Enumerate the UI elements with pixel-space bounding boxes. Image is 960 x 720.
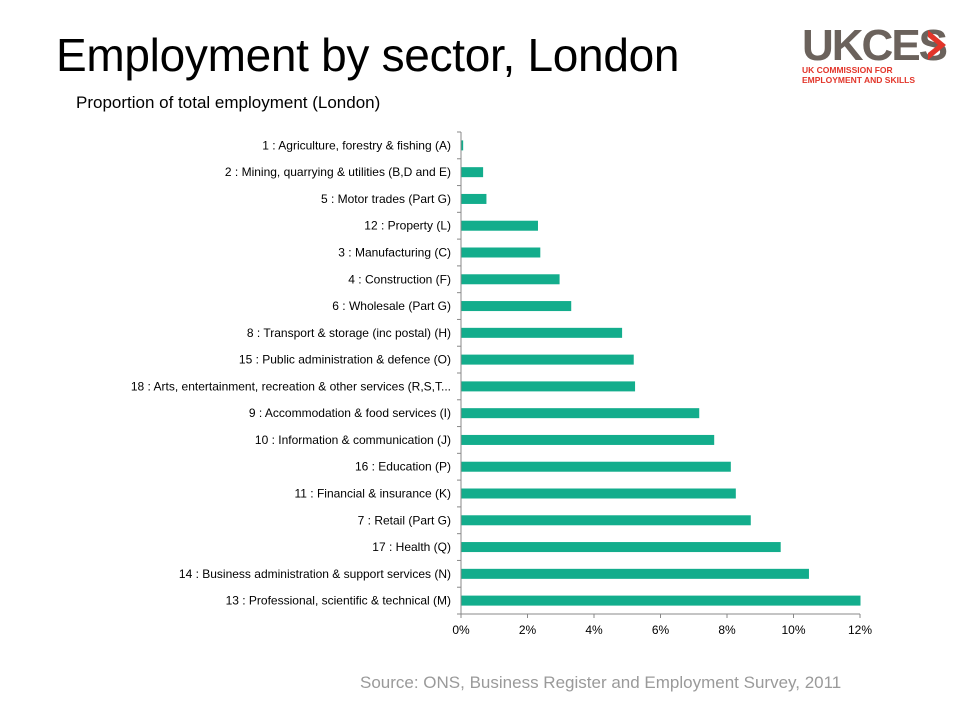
bar [461,140,464,151]
category-label: 2 : Mining, quarrying & utilities (B,D a… [225,165,451,179]
bar [461,515,751,526]
category-label: 9 : Accommodation & food services (I) [249,406,451,420]
bar [461,167,484,178]
bar-chart: 0% 2% 4% 6% 8% 10% 12% 1 : Agriculture, forestr… [131,131,872,637]
category-label: 13 : Professional, scientific & technica… [226,594,451,608]
category-label: 7 : Retail (Part G) [358,513,451,527]
ukces-logo: UKCES UK COMMISSION FOR EMPLOYMENT AND S… [800,20,950,90]
logo-tagline-line1: UK COMMISSION FOR [802,65,893,75]
category-label: 14 : Business administration & support s… [179,567,451,581]
bar [461,461,731,472]
bar [461,408,700,419]
bar [461,434,715,445]
x-tick-label: 6% [652,623,670,637]
x-tick-label: 4% [585,623,603,637]
category-label: 6 : Wholesale (Part G) [332,299,451,313]
category-label: 11 : Financial & insurance (K) [294,487,451,501]
category-label: 1 : Agriculture, forestry & fishing (A) [262,138,451,152]
x-tick-label: 12% [848,623,872,637]
slide-title: Employment by sector, London [56,29,680,81]
bar [461,568,809,579]
bar [461,301,572,312]
category-label: 5 : Motor trades (Part G) [321,192,451,206]
bar [461,274,560,285]
category-label: 18 : Arts, entertainment, recreation & o… [131,379,451,393]
category-label: 16 : Education (P) [355,460,451,474]
x-tick-label: 0% [452,623,470,637]
bar [461,595,861,606]
bar [461,354,634,365]
bar [461,327,623,338]
logo-wordmark: UKCES [802,21,947,70]
category-label: 8 : Transport & storage (inc postal) (H) [247,326,451,340]
chevron-right-icon [928,30,946,60]
ukces-logo-mark: UKCES UK COMMISSION FOR EMPLOYMENT AND S… [802,21,949,85]
bar [461,247,541,258]
category-label: 4 : Construction (F) [348,272,451,286]
x-tick-label: 10% [781,623,805,637]
category-label: 12 : Property (L) [364,219,451,233]
x-tick-label: 8% [718,623,736,637]
category-label: 15 : Public administration & defence (O) [239,353,451,367]
bar [461,488,736,499]
category-label: 3 : Manufacturing (C) [338,246,451,260]
logo-tagline-line2: EMPLOYMENT AND SKILLS [802,75,915,85]
chart-title: Proportion of total employment (London) [76,93,381,112]
bar [461,193,487,204]
x-tick-label: 2% [519,623,537,637]
bar [461,542,781,553]
category-label: 10 : Information & communication (J) [255,433,451,447]
bar [461,381,636,392]
category-label: 17 : Health (Q) [372,540,451,554]
bar [461,220,538,231]
source-note: Source: ONS, Business Register and Emplo… [360,673,842,692]
